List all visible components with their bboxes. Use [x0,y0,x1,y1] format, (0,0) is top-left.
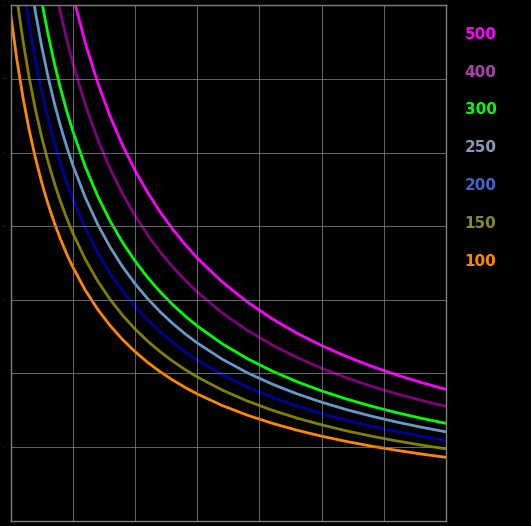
Text: 300: 300 [465,103,496,117]
Text: 250: 250 [465,140,496,155]
Text: 100: 100 [465,254,496,269]
Text: 500: 500 [465,27,496,42]
Text: 200: 200 [465,178,496,193]
Text: 400: 400 [465,65,496,79]
Text: 150: 150 [465,216,496,231]
